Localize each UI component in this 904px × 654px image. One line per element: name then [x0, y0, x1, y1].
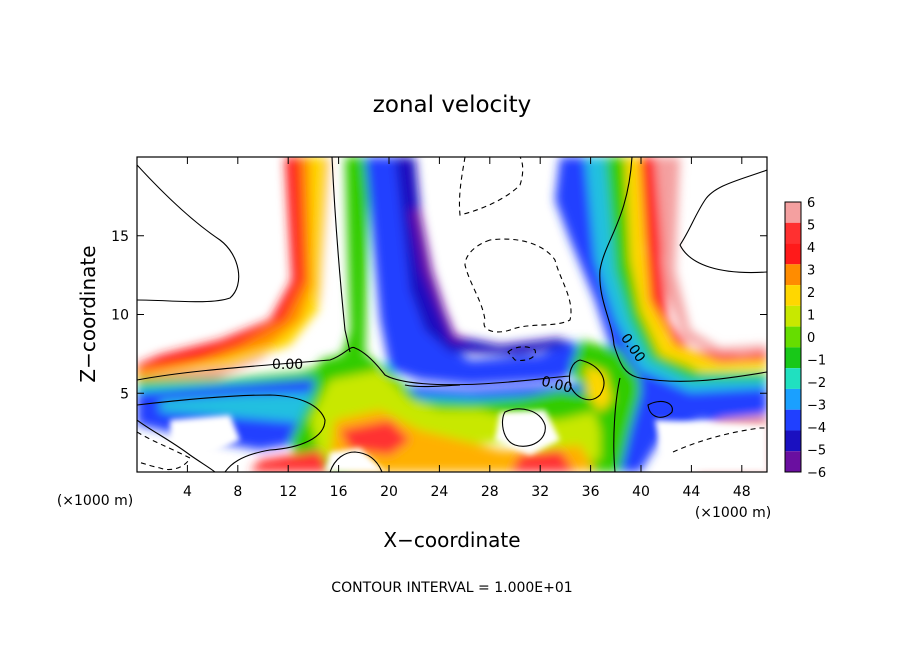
x-tick-label: 20	[380, 484, 398, 500]
colorbar-frame	[784, 201, 802, 473]
colorbar-swatch	[785, 326, 801, 348]
x-tick-label: 8	[233, 484, 242, 500]
contour-negative	[464, 238, 572, 333]
x-tick-label: 12	[279, 484, 297, 500]
field-right-lower-blue	[620, 392, 767, 472]
colorbar-swatch	[785, 202, 801, 223]
field-right-blue	[555, 157, 767, 405]
contour-zero	[137, 346, 571, 386]
colorbar-swatch	[785, 222, 801, 244]
x-tick-label: 44	[682, 484, 700, 500]
colorbar-swatch	[785, 243, 801, 265]
colorbar-label: 3	[807, 264, 815, 279]
colorbar-label: 2	[807, 286, 815, 301]
colorbar-label: −5	[807, 444, 826, 459]
y-axis: 5 10 15	[111, 229, 767, 402]
field-right-red	[640, 157, 767, 362]
colorbar-swatch	[785, 264, 801, 286]
field-right-cyan	[585, 157, 767, 392]
x-tick-label: 24	[430, 484, 448, 500]
contour-lines	[137, 157, 767, 472]
contour-negative	[672, 427, 767, 453]
field-lower-red	[250, 420, 575, 472]
x-tick-label: 16	[330, 484, 348, 500]
y-axis-title: Z−coordinate	[76, 245, 100, 382]
field-band-purple	[410, 210, 470, 342]
contour-label: 0.00	[272, 357, 303, 373]
colorbar-label: 1	[807, 309, 815, 324]
field-pocket-white	[325, 448, 385, 472]
contour-zero	[329, 451, 383, 472]
velocity-field	[137, 157, 767, 472]
y-tick-label: 15	[111, 229, 129, 245]
contour-zero	[568, 359, 605, 401]
x-tick-label: 40	[632, 484, 650, 500]
field-pocket-white	[655, 420, 767, 472]
contour-negative	[458, 157, 524, 216]
colorbar: 6 5 4 3 2 1 0 −1 −2 −3 −4 −5 −6	[784, 196, 826, 481]
contour-zero	[599, 157, 767, 382]
contour-zero	[404, 384, 461, 388]
contour-zero	[679, 169, 767, 274]
contour-zero	[647, 400, 673, 418]
contour-zero	[331, 157, 351, 353]
field-band-blue	[365, 157, 600, 385]
colorbar-label: −2	[807, 376, 826, 391]
y-tick-label: 10	[111, 308, 129, 324]
contour-label: 0.00	[540, 374, 574, 397]
colorbar-swatch	[785, 368, 801, 389]
colorbar-label: −1	[807, 354, 826, 369]
field-band-orange	[137, 157, 325, 376]
field-band-red	[137, 157, 320, 380]
y-tick-label: 5	[120, 386, 129, 402]
colorbar-swatch	[785, 409, 801, 431]
contour-zero	[501, 408, 546, 447]
colorbar-swatch	[785, 285, 801, 306]
contour-zero	[137, 419, 216, 472]
field-right-pink	[655, 157, 767, 355]
colorbar-label: −4	[807, 421, 826, 436]
chart-title: zonal velocity	[373, 92, 531, 118]
contour-zero	[137, 164, 240, 303]
x-unit-label-right: (×1000 m)	[695, 505, 771, 521]
colorbar-swatch	[785, 430, 801, 452]
colorbar-label: −3	[807, 399, 826, 414]
contour-negative	[137, 431, 191, 471]
colorbar-label: 4	[807, 241, 815, 256]
contour-zero	[137, 394, 326, 472]
x-tick-label: 36	[582, 484, 600, 500]
contour-negative	[507, 346, 536, 362]
colorbar-label: −6	[807, 466, 826, 481]
colorbar-swatch	[785, 305, 801, 327]
field-right-green	[605, 157, 767, 380]
colorbar-swatch	[785, 347, 801, 369]
colorbar-swatch	[785, 451, 801, 472]
x-axis-title: X−coordinate	[383, 528, 520, 552]
contour-interval-note: CONTOUR INTERVAL = 1.000E+01	[331, 580, 572, 596]
x-tick-label: 32	[531, 484, 549, 500]
plot-area: 0.00 0.00 0.00	[136, 156, 768, 473]
x-unit-label-left: (×1000 m)	[57, 493, 133, 509]
colorbar-swatch	[785, 388, 801, 410]
field-pocket-white	[170, 415, 240, 455]
colorbar-label: 6	[807, 196, 815, 211]
x-tick-label: 28	[481, 484, 499, 500]
colorbar-label: 5	[807, 219, 815, 234]
field-right-lower-yellow	[585, 365, 612, 412]
x-axis: 4 8 12 16 20 24 28 32 36 40 44 48	[183, 157, 751, 500]
x-tick-label: 48	[733, 484, 751, 500]
colorbar-label: 0	[807, 331, 815, 346]
x-tick-label: 4	[183, 484, 192, 500]
contour-zero	[613, 377, 621, 472]
